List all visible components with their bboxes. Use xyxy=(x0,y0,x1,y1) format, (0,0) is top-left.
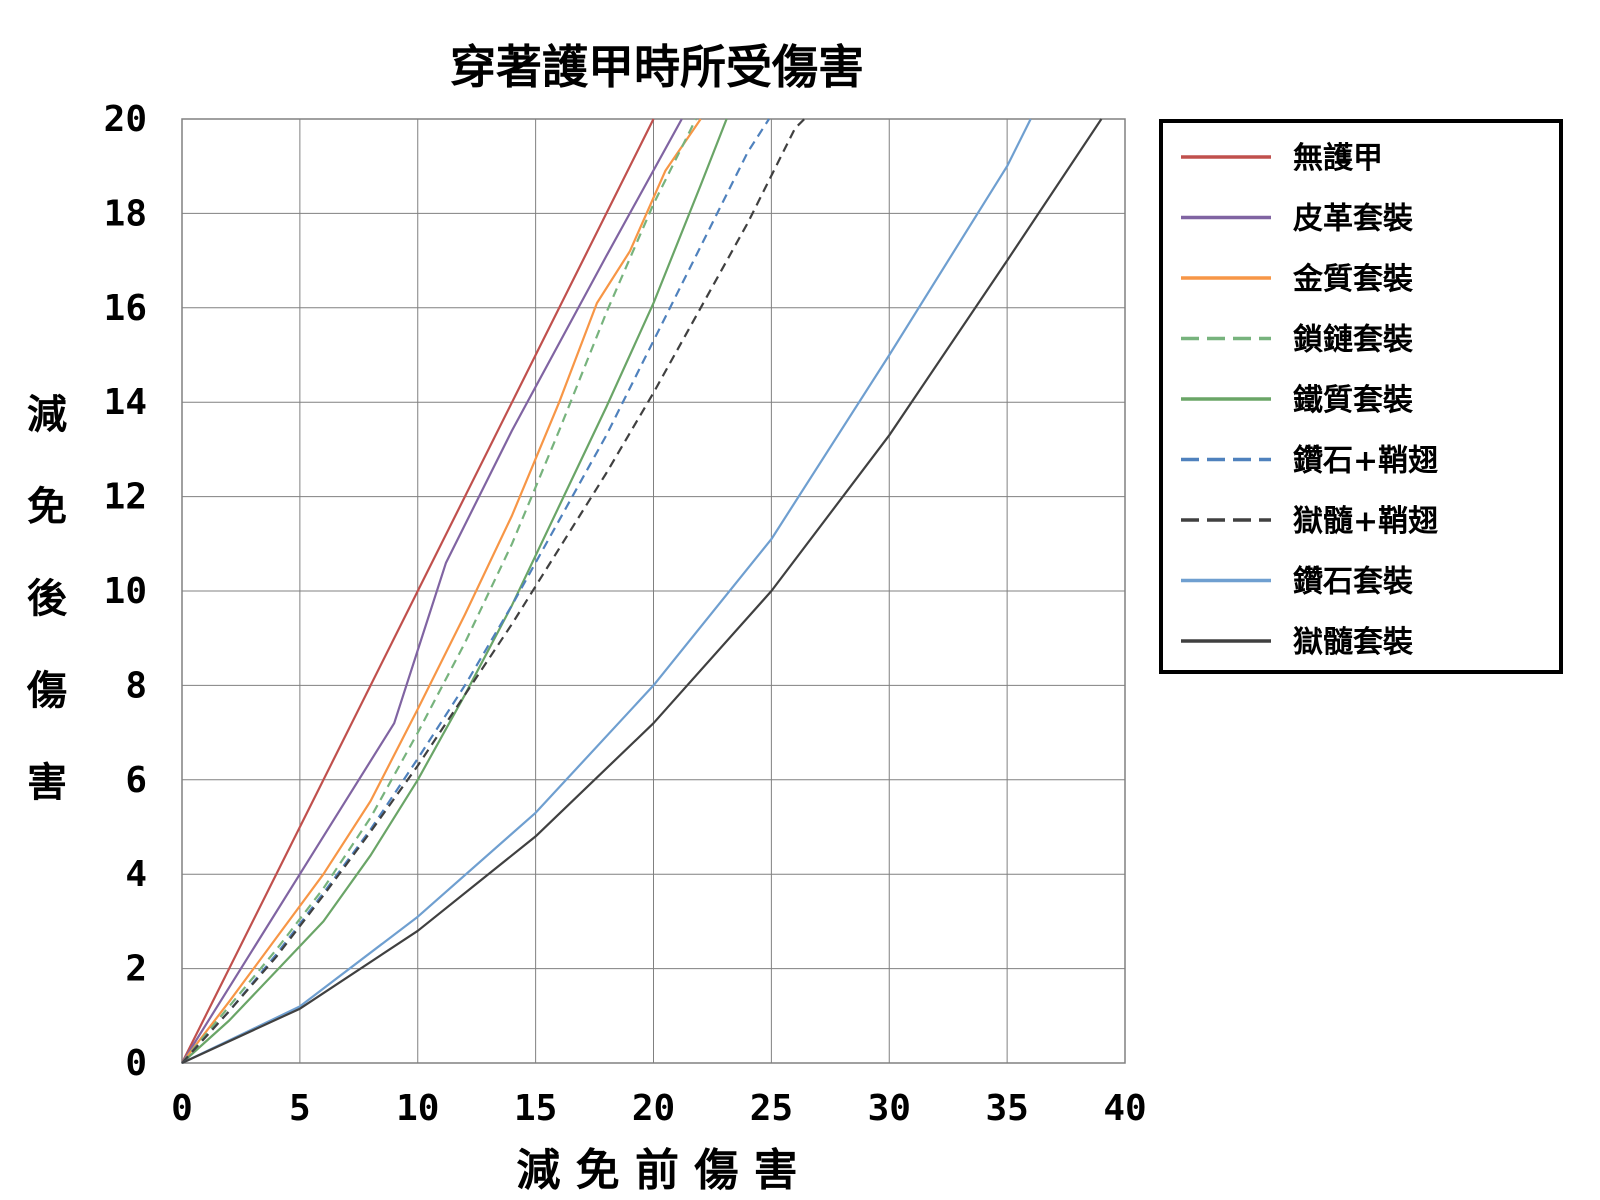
series-line-9 xyxy=(181,118,1103,1064)
series-lines xyxy=(181,118,1103,1064)
x-tick-label: 0 xyxy=(171,1088,193,1129)
y-axis-ticks: 0 2 4 6 8 10 12 14 16 18 20 xyxy=(104,99,147,1084)
legend-label: 無護甲 xyxy=(1293,141,1383,176)
y-tick-label: 6 xyxy=(125,760,147,801)
series-line-2 xyxy=(181,118,683,1064)
series-line-4 xyxy=(181,118,697,1064)
chart-title: 穿著護甲時所受傷害 xyxy=(450,40,864,94)
x-tick-label: 10 xyxy=(396,1088,439,1129)
legend-label: 皮革套裝 xyxy=(1293,202,1414,237)
series-line-6 xyxy=(181,118,770,1064)
y-axis-title-char: 後 xyxy=(27,575,68,622)
series-line-3 xyxy=(181,118,702,1064)
y-tick-label: 2 xyxy=(125,949,147,990)
legend-label: 鑽石套裝 xyxy=(1293,565,1414,600)
legend-label: 鎖鏈套裝 xyxy=(1293,323,1414,358)
x-tick-label: 15 xyxy=(514,1088,557,1129)
series-line-7 xyxy=(181,118,806,1064)
x-tick-label: 25 xyxy=(750,1088,793,1129)
y-tick-label: 12 xyxy=(104,477,147,518)
y-tick-label: 14 xyxy=(104,382,147,423)
y-tick-label: 18 xyxy=(104,193,147,234)
y-tick-label: 4 xyxy=(125,854,147,895)
legend-label: 獄髓套裝 xyxy=(1293,625,1414,660)
x-tick-label: 40 xyxy=(1103,1088,1146,1129)
y-tick-label: 8 xyxy=(125,665,147,706)
series-line-5 xyxy=(181,118,728,1064)
y-axis-title-char: 傷 xyxy=(26,667,67,714)
y-tick-label: 10 xyxy=(104,571,147,612)
x-axis-ticks: 0 5 10 15 20 25 30 35 40 xyxy=(171,1088,1147,1129)
y-axis-title-char: 免 xyxy=(27,483,67,530)
y-tick-label: 0 xyxy=(125,1043,147,1084)
x-tick-label: 20 xyxy=(632,1088,675,1129)
y-tick-label: 20 xyxy=(104,99,147,140)
x-tick-label: 30 xyxy=(868,1088,911,1129)
series-line-8 xyxy=(181,118,1032,1064)
series-line-1 xyxy=(181,118,655,1064)
x-axis-title: 減 免 前 傷 害 xyxy=(516,1145,797,1196)
x-tick-label: 35 xyxy=(985,1088,1028,1129)
legend-label: 金質套裝 xyxy=(1292,262,1414,297)
y-axis-title-char: 害 xyxy=(27,759,67,806)
y-axis-title-char: 減 xyxy=(27,391,67,438)
legend-label: 獄髓+鞘翅 xyxy=(1293,504,1438,539)
x-tick-label: 5 xyxy=(289,1088,311,1129)
y-tick-label: 16 xyxy=(104,288,147,329)
legend-label: 鐵質套裝 xyxy=(1293,383,1414,418)
legend-label: 鑽石+鞘翅 xyxy=(1293,444,1438,479)
